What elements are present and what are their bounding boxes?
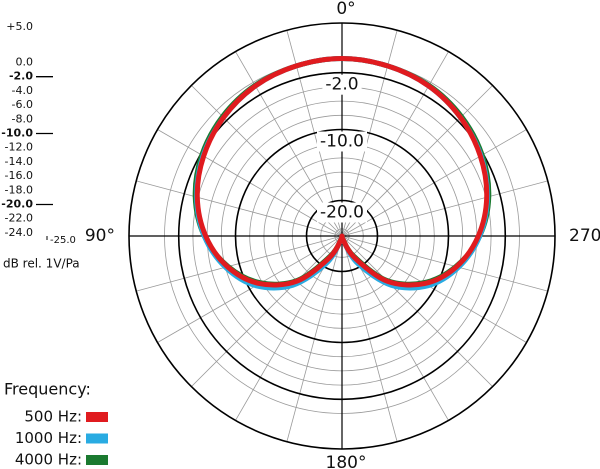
r-tick-label: -14.0 — [5, 155, 33, 168]
theta-tick-label: 0° — [336, 0, 355, 19]
r-tick-label: -20.0 — [1, 198, 33, 211]
legend-label: 1000 Hz: — [15, 429, 82, 447]
r-tick-label: -25.0 — [50, 235, 76, 246]
legend-label: 4000 Hz: — [15, 451, 82, 469]
ring-label: -2.0 — [325, 75, 358, 95]
ring-label-bg — [322, 74, 362, 95]
legend-swatch — [86, 433, 108, 444]
r-tick-label: -6.0 — [12, 98, 33, 111]
theta-tick-label: 270° — [569, 226, 600, 246]
r-tick-label: +5.0 — [6, 20, 33, 33]
r-tick-label: -24.0 — [5, 226, 33, 239]
r-tick-label: -12.0 — [5, 141, 33, 154]
legend-label: 500 Hz: — [24, 408, 82, 426]
r-tick-label: -4.0 — [12, 84, 33, 97]
radial-axis-label: dB rel. 1V/Pa — [3, 257, 80, 271]
legend-swatch — [86, 455, 108, 465]
theta-tick-label: 90° — [85, 226, 115, 246]
r-tick-label: -18.0 — [5, 183, 33, 196]
r-tick-label: -16.0 — [5, 169, 33, 182]
legend-title: Frequency: — [4, 380, 91, 399]
r-tick-label: -8.0 — [12, 112, 33, 125]
pattern-line — [194, 56, 490, 288]
ring-label-bg — [317, 202, 367, 223]
r-tick-label: 0.0 — [16, 56, 34, 69]
r-tick-label: -22.0 — [5, 212, 33, 225]
ring-label: -10.0 — [320, 132, 364, 152]
r-tick-label: -2.0 — [9, 70, 33, 83]
ring-label: -20.0 — [320, 203, 364, 223]
legend-swatch — [86, 412, 108, 422]
r-tick-label: -10.0 — [1, 127, 33, 140]
ring-label-bg — [317, 131, 367, 152]
theta-tick-label: 180° — [326, 453, 367, 469]
